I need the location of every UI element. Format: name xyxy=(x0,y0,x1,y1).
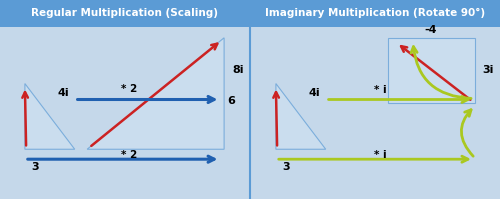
Polygon shape xyxy=(25,84,74,149)
Text: 3: 3 xyxy=(282,162,290,172)
Text: * 2: * 2 xyxy=(122,84,138,94)
FancyBboxPatch shape xyxy=(251,0,500,27)
Polygon shape xyxy=(388,38,475,103)
Text: Imaginary Multiplication (Rotate 90°): Imaginary Multiplication (Rotate 90°) xyxy=(266,8,486,18)
Text: Regular Multiplication (Scaling): Regular Multiplication (Scaling) xyxy=(31,8,218,18)
Text: 3i: 3i xyxy=(482,65,493,75)
Text: 4i: 4i xyxy=(58,88,70,98)
FancyBboxPatch shape xyxy=(0,0,249,27)
Polygon shape xyxy=(276,84,326,149)
Text: * i: * i xyxy=(374,85,387,95)
Text: * i: * i xyxy=(374,150,387,160)
Text: 3: 3 xyxy=(31,162,38,172)
Polygon shape xyxy=(87,38,224,149)
Text: * 2: * 2 xyxy=(122,150,138,160)
Text: 4i: 4i xyxy=(308,88,320,98)
Text: 8i: 8i xyxy=(232,65,243,75)
Text: -4: -4 xyxy=(424,25,436,35)
Text: 6: 6 xyxy=(228,97,235,106)
